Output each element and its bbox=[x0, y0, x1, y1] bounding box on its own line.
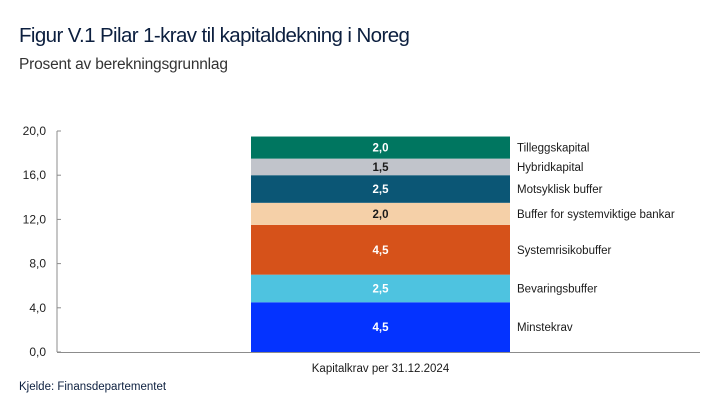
legend-label-tilleggskapital: Tilleggskapital bbox=[517, 143, 589, 155]
bar-segment-hybridkapital bbox=[251, 158, 510, 176]
y-tick-label: 0,0 bbox=[29, 345, 46, 359]
data-label-bevaringsbuffer: 2,5 bbox=[373, 283, 390, 295]
bar-segment-bevaringsbuffer bbox=[251, 274, 510, 303]
chart-title: Figur V.1 Pilar 1-krav til kapitaldeknin… bbox=[19, 24, 410, 47]
bar-segment-minstekrav bbox=[251, 302, 510, 352]
legend-label-motsyklisk-buffer: Motsyklisk buffer bbox=[517, 184, 603, 196]
y-tick-label: 4,0 bbox=[29, 301, 46, 315]
x-category-label: Kapitalkrav per 31.12.2024 bbox=[312, 363, 450, 375]
legend-label-bevaringsbuffer: Bevaringsbuffer bbox=[517, 283, 598, 295]
bar-segment-buffer-for-systemviktige-bankar bbox=[251, 202, 510, 225]
data-label-motsyklisk-buffer: 2,5 bbox=[373, 184, 390, 196]
y-tick-label: 16,0 bbox=[23, 168, 47, 182]
data-label-hybridkapital: 1,5 bbox=[373, 162, 390, 174]
y-tick-label: 12,0 bbox=[23, 212, 47, 226]
source-note: Kjelde: Finansdepartementet bbox=[19, 381, 167, 393]
bar-segment-systemrisikobuffer bbox=[251, 224, 510, 275]
data-label-tilleggskapital: 2,0 bbox=[373, 143, 389, 155]
data-label-buffer-for-systemviktige-bankar: 2,0 bbox=[373, 209, 389, 221]
y-tick-label: 8,0 bbox=[29, 257, 46, 271]
legend-label-buffer-for-systemviktige-bankar: Buffer for systemviktige bankar bbox=[517, 209, 675, 221]
legend-label-hybridkapital: Hybridkapital bbox=[517, 162, 583, 174]
y-tick-label: 20,0 bbox=[23, 124, 47, 138]
data-label-systemrisikobuffer: 4,5 bbox=[373, 245, 390, 257]
chart-subtitle: Prosent av berekningsgrunnlag bbox=[19, 56, 228, 73]
legend-label-systemrisikobuffer: Systemrisikobuffer bbox=[517, 245, 612, 257]
legend-label-minstekrav: Minstekrav bbox=[517, 322, 573, 334]
bar-segment-motsyklisk-buffer bbox=[251, 175, 510, 203]
data-label-minstekrav: 4,5 bbox=[373, 322, 390, 334]
bar-segment-tilleggskapital bbox=[251, 136, 510, 159]
